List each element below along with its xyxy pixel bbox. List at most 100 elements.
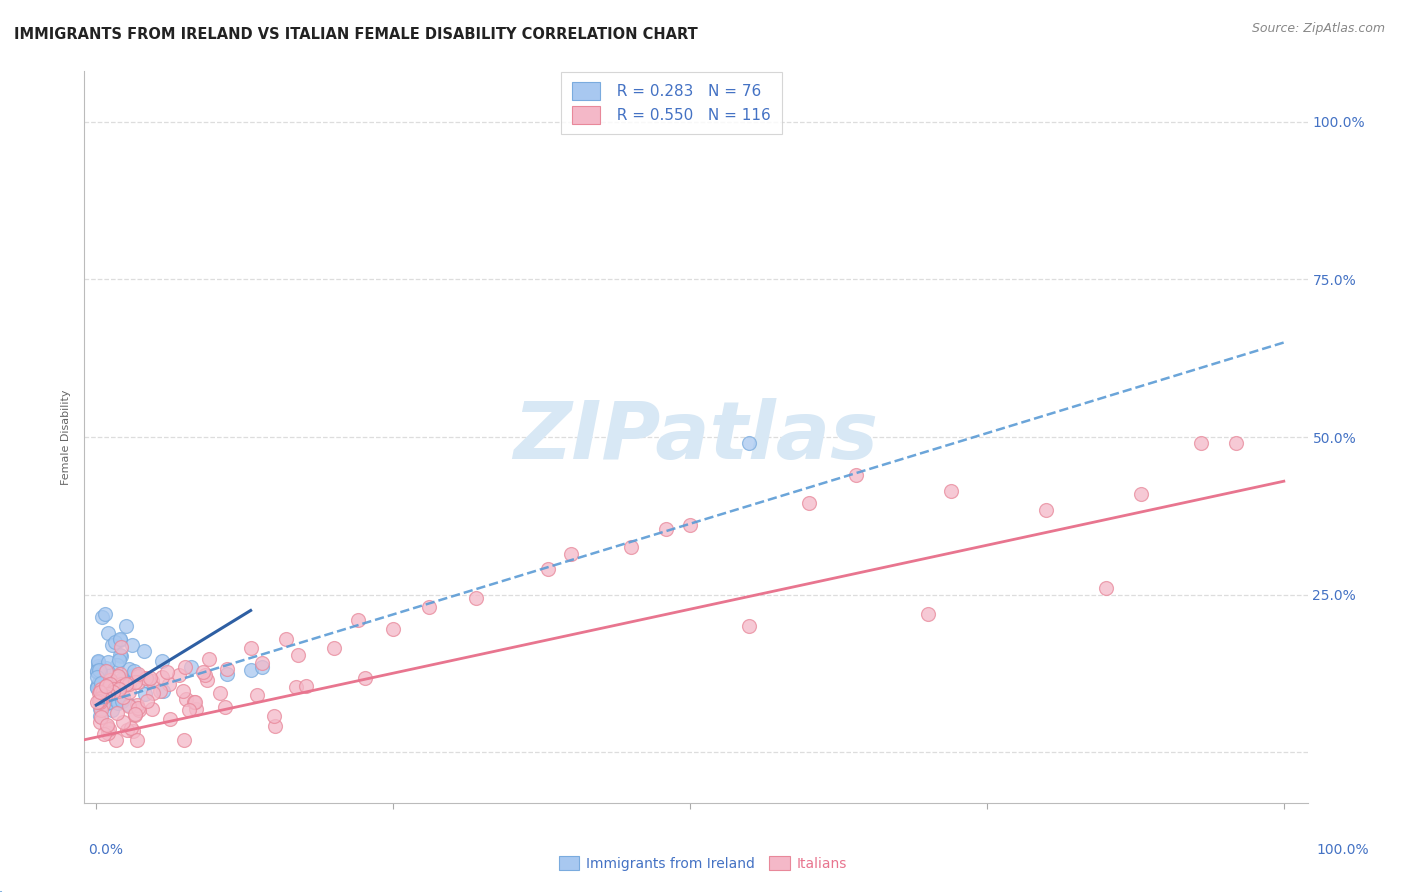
Point	[117, 699, 139, 714]
Point	[111, 673, 134, 687]
Point	[108, 632, 131, 647]
Point	[679, 518, 702, 533]
Point	[276, 632, 298, 646]
Point	[382, 623, 405, 637]
Point	[124, 707, 146, 722]
Point	[917, 607, 939, 621]
Point	[738, 619, 761, 633]
Point	[127, 700, 149, 714]
Point	[90, 676, 112, 690]
Point	[97, 687, 120, 701]
Point	[94, 674, 117, 689]
Point	[536, 562, 558, 576]
Point	[93, 727, 115, 741]
Text: 100.0%: 100.0%	[1316, 843, 1369, 857]
Point	[89, 661, 111, 675]
Point	[136, 674, 159, 689]
Point	[252, 660, 274, 674]
Point	[89, 695, 111, 709]
Point	[124, 706, 146, 721]
Point	[100, 677, 122, 691]
Point	[263, 708, 285, 723]
Point	[150, 670, 173, 684]
Point	[215, 662, 238, 676]
Point	[101, 685, 124, 699]
Point	[96, 690, 118, 704]
Point	[138, 671, 160, 685]
Point	[285, 680, 308, 694]
Point	[1130, 487, 1153, 501]
Point	[94, 680, 117, 694]
Point	[120, 721, 142, 735]
Point	[124, 674, 146, 689]
Point	[107, 682, 129, 697]
Point	[96, 689, 118, 703]
Point	[94, 661, 117, 675]
Point	[1225, 436, 1247, 450]
Point	[118, 677, 141, 691]
Point	[174, 691, 197, 706]
Point	[121, 638, 143, 652]
Point	[135, 671, 157, 685]
Point	[86, 680, 108, 694]
Point	[103, 682, 125, 697]
Point	[108, 681, 131, 695]
Point	[354, 671, 377, 685]
Point	[97, 625, 120, 640]
Point	[127, 669, 149, 683]
Point	[560, 547, 582, 561]
Point	[86, 664, 108, 678]
Point	[132, 644, 155, 658]
Point	[96, 717, 118, 731]
Point	[115, 619, 138, 633]
Point	[94, 679, 117, 693]
Point	[93, 683, 115, 698]
Point	[141, 673, 163, 688]
Text: ZIPatlas: ZIPatlas	[513, 398, 879, 476]
Point	[107, 696, 129, 710]
Point	[97, 725, 120, 739]
Point	[125, 698, 148, 712]
Point	[118, 685, 141, 699]
Point	[90, 690, 112, 704]
Point	[122, 664, 145, 678]
Point	[122, 667, 145, 681]
Point	[115, 677, 138, 691]
Point	[104, 732, 127, 747]
Point	[1094, 582, 1116, 596]
Point	[111, 679, 134, 693]
Point	[87, 686, 110, 700]
Point	[152, 684, 174, 698]
Point	[148, 684, 170, 698]
Point	[118, 698, 141, 712]
Point	[105, 706, 128, 721]
Point	[346, 613, 368, 627]
Point	[91, 697, 114, 711]
Point	[86, 654, 108, 668]
Point	[110, 692, 132, 706]
Point	[111, 690, 134, 704]
Point	[108, 653, 131, 667]
Point	[89, 681, 111, 696]
Point	[107, 683, 129, 698]
Point	[87, 677, 110, 691]
Point	[198, 652, 221, 666]
Point	[103, 691, 125, 706]
Point	[1035, 502, 1057, 516]
Point	[96, 696, 118, 710]
Point	[295, 679, 318, 693]
Point	[214, 700, 236, 714]
Point	[94, 665, 117, 679]
Point	[89, 702, 111, 716]
Point	[845, 467, 868, 482]
Point	[169, 668, 191, 682]
Point	[246, 689, 269, 703]
Point	[89, 709, 111, 723]
Point	[418, 600, 440, 615]
Point	[108, 667, 131, 681]
Point	[97, 655, 120, 669]
Point	[90, 682, 112, 697]
Point	[101, 702, 124, 716]
Text: Source: ZipAtlas.com: Source: ZipAtlas.com	[1251, 22, 1385, 36]
Point	[159, 677, 181, 691]
